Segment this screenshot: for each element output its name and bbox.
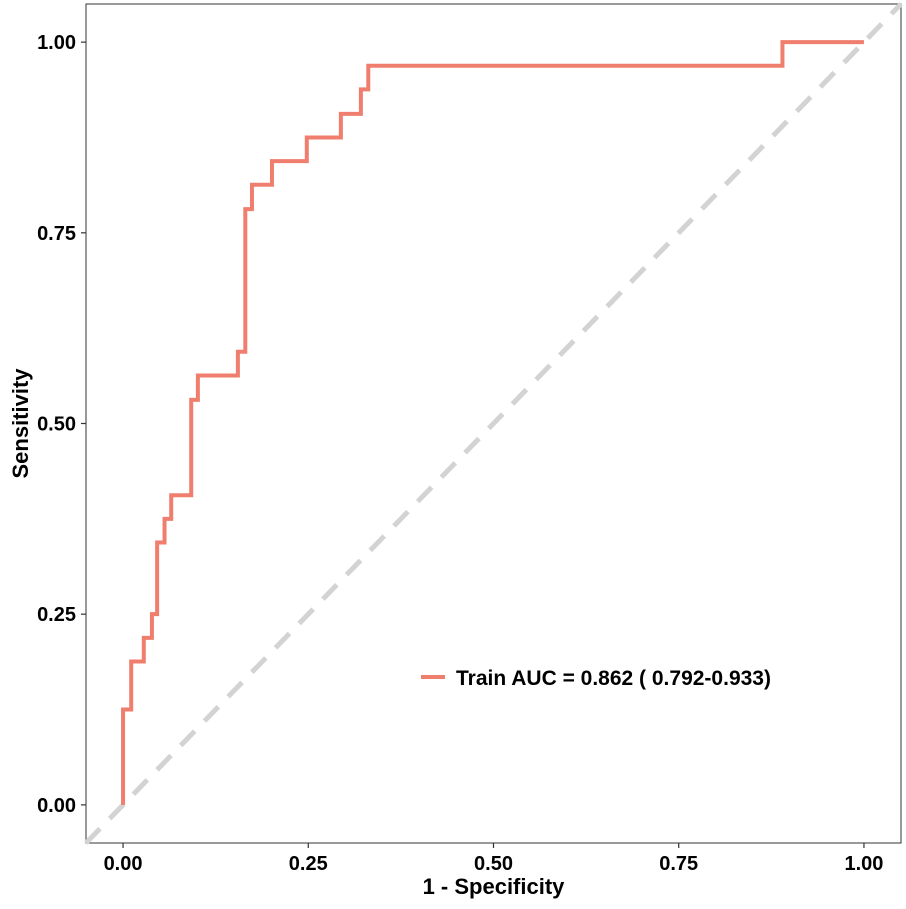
y-axis-ticks: 0.00 0.25 0.50 0.75 1.00	[37, 32, 86, 817]
diagonal-reference-line	[84, 2, 903, 845]
x-tick-label: 0.75	[659, 853, 698, 875]
y-tick-label: 1.00	[37, 32, 76, 54]
x-tick-label: 0.00	[104, 853, 143, 875]
x-axis-title: 1 - Specificity	[423, 874, 566, 899]
legend: Train AUC = 0.862 ( 0.792-0.933)	[421, 667, 771, 690]
y-tick-label: 0.75	[37, 223, 76, 245]
y-tick-label: 0.25	[37, 604, 76, 626]
y-axis-title: Sensitivity	[8, 368, 33, 479]
roc-curve-train	[121, 40, 864, 805]
y-tick-label: 0.00	[37, 795, 76, 817]
legend-label-train: Train AUC = 0.862 ( 0.792-0.933)	[456, 667, 771, 690]
x-axis-ticks: 0.00 0.25 0.50 0.75 1.00	[104, 843, 883, 875]
x-tick-label: 0.25	[289, 853, 328, 875]
y-tick-label: 0.50	[37, 414, 76, 436]
plot-area	[84, 2, 903, 845]
x-tick-label: 0.50	[474, 853, 513, 875]
x-tick-label: 1.00	[844, 853, 883, 875]
